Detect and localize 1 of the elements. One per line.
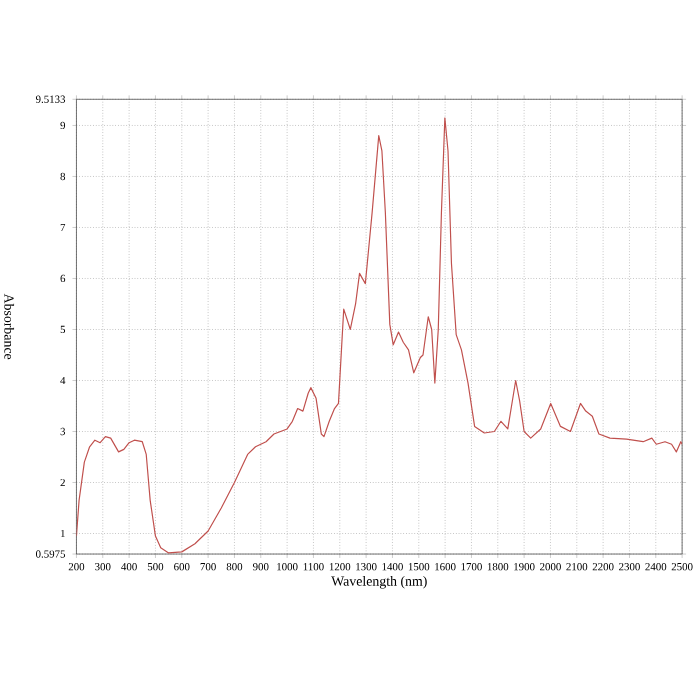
line-series: [76, 117, 683, 554]
